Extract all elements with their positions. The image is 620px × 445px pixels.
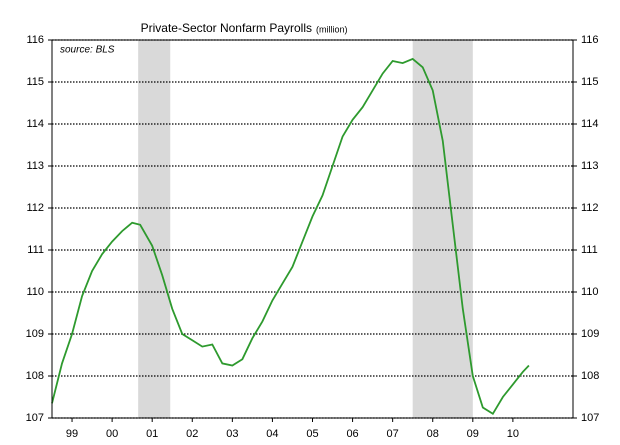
y2-tick-label: 116 xyxy=(581,34,599,46)
y2-tick-label: 107 xyxy=(581,412,599,424)
y-tick-label: 116 xyxy=(26,34,44,46)
y-tick-label: 114 xyxy=(26,118,44,130)
x-tick-label: 01 xyxy=(146,428,158,440)
y-tick-label: 115 xyxy=(26,76,44,88)
x-tick-label: 02 xyxy=(186,428,198,440)
x-tick-label: 05 xyxy=(306,428,318,440)
y-tick-label: 107 xyxy=(26,412,44,424)
x-tick-label: 09 xyxy=(467,428,479,440)
y2-tick-label: 115 xyxy=(581,76,599,88)
y-tick-label: 111 xyxy=(27,244,44,256)
y2-tick-label: 110 xyxy=(581,286,599,298)
x-tick-label: 00 xyxy=(106,428,118,440)
x-tick-label: 99 xyxy=(66,428,78,440)
y2-tick-label: 111 xyxy=(581,244,598,256)
y-tick-label: 108 xyxy=(26,370,44,382)
x-tick-label: 10 xyxy=(507,428,519,440)
x-tick-label: 04 xyxy=(266,428,278,440)
x-tick-label: 03 xyxy=(226,428,238,440)
x-tick-label: 07 xyxy=(387,428,399,440)
plot-area: 107 107 108 108 109 109 110 110 111 111 112 112 113 1… xyxy=(26,34,600,440)
y-tick-label: 110 xyxy=(26,286,44,298)
y2-tick-label: 113 xyxy=(581,160,599,172)
y-tick-label: 112 xyxy=(26,202,44,214)
x-tick-label: 06 xyxy=(346,428,358,440)
y2-tick-label: 112 xyxy=(581,202,599,214)
x-tick-label: 08 xyxy=(427,428,439,440)
source-note: source: BLS xyxy=(60,45,115,56)
y-tick-label: 109 xyxy=(26,328,44,340)
data-line xyxy=(51,57,530,416)
y2-tick-label: 109 xyxy=(581,328,599,340)
plot-frame xyxy=(51,39,574,419)
chart-title: Private-Sector Nonfarm Payrolls xyxy=(141,21,312,35)
y2-tick-label: 114 xyxy=(581,118,599,130)
y2-tick-label: 108 xyxy=(581,370,599,382)
recession-band xyxy=(412,40,473,418)
chart-unit: (million) xyxy=(316,24,348,34)
y-tick-label: 113 xyxy=(26,160,44,172)
